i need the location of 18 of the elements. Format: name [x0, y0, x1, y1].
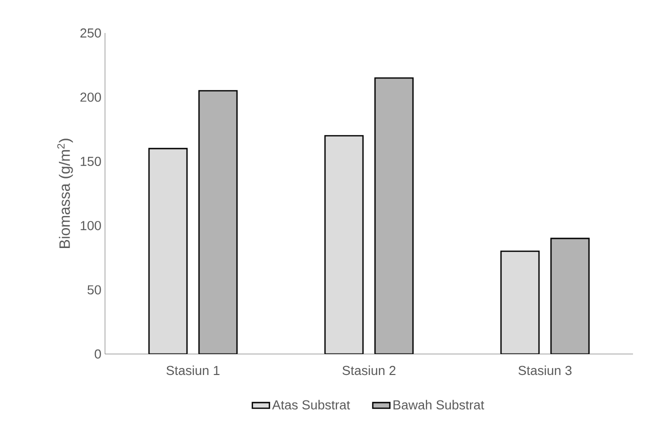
bar: [198, 90, 238, 354]
legend-label: Atas Substrat: [272, 400, 350, 410]
x-tick-label: Stasiun 1: [166, 366, 220, 376]
y-tick-label: 100: [80, 220, 101, 230]
y-tick-label: 250: [80, 28, 101, 38]
y-tick-label: 200: [80, 92, 101, 102]
y-tick-label: 0: [94, 349, 101, 359]
x-tick-label: Stasiun 3: [518, 366, 572, 376]
bar: [148, 148, 188, 354]
bar: [500, 250, 540, 354]
bar: [374, 77, 414, 354]
x-tick-label: Stasiun 2: [342, 366, 396, 376]
y-axis-title: Biomassa (g/m$^{2}$): [57, 138, 73, 248]
legend-label: Bawah Substrat: [394, 400, 484, 410]
bar: [550, 238, 590, 354]
y-tick-label: 50: [88, 285, 101, 294]
bar: [324, 135, 364, 354]
y-tick-label: 150: [80, 156, 101, 166]
